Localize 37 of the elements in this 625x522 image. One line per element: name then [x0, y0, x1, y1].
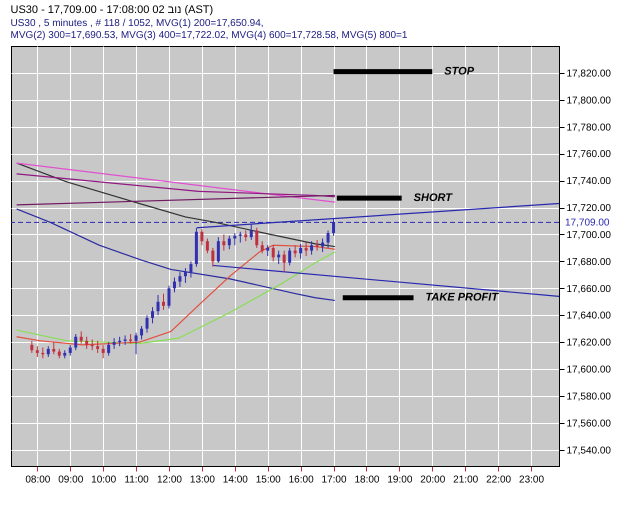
x-tick-label: 21:00 — [453, 474, 479, 486]
x-tick-label: 22:00 — [486, 474, 512, 486]
y-tick-label: 17,700.00 — [566, 230, 612, 241]
y-tick-label: 17,780.00 — [566, 122, 612, 134]
y-tick-label: 17,720.00 — [566, 203, 612, 214]
x-tick-label: 16:00 — [288, 474, 314, 486]
x-tick-label: 17:00 — [322, 474, 347, 486]
y-tick-label: 17,820.00 — [566, 68, 612, 80]
x-tick-label: 15:00 — [256, 474, 282, 486]
y-tick-label: 17,540.00 — [566, 445, 612, 456]
series-label: STOP — [444, 66, 475, 78]
chart-subtitle: US30 , 5 minutes , # 118 / 1052, MVG(1) 200=17,650.94, MVG(2) 300=17,690.53, MVG(3) 400=17,722.02, MVG(4) 600=17,728.58, MVG(5) 800=1 — [10, 18, 408, 41]
y-tick-label: 17,560.00 — [566, 418, 612, 430]
ref-line-label: 17,709.00 — [565, 217, 610, 228]
x-tick-label: 13:00 — [190, 474, 216, 486]
series-label: SHORT — [414, 192, 454, 204]
x-tick-label: 11:00 — [124, 474, 150, 486]
y-tick-label: 17,760.00 — [566, 149, 612, 160]
x-tick-label: 09:00 — [58, 474, 84, 486]
x-tick-label: 20:00 — [420, 474, 446, 486]
series-label: TAKE PROFIT — [426, 292, 500, 304]
x-tick-label: 23:00 — [519, 474, 544, 486]
y-tick-label: 17,660.00 — [566, 284, 612, 295]
x-tick-label: 10:00 — [91, 474, 117, 486]
y-tick-label: 17,580.00 — [566, 392, 612, 402]
y-tick-label: 17,680.00 — [566, 256, 612, 268]
y-tick-label: 17,620.00 — [566, 338, 612, 349]
y-tick-label: 17,600.00 — [566, 364, 612, 376]
x-tick-label: 18:00 — [354, 474, 380, 486]
chart-title: US30 - 17,709.00 - 17:08:00 02 נוב (AST) — [10, 4, 214, 16]
x-tick-label: 08:00 — [25, 474, 51, 486]
y-tick-label: 17,740.00 — [566, 176, 612, 188]
y-tick-label: 17,800.00 — [566, 95, 612, 106]
x-tick-label: 12:00 — [156, 474, 182, 486]
y-tick-label: 17,640.00 — [566, 310, 612, 322]
x-tick-label: 14:00 — [222, 474, 248, 486]
x-tick-label: 19:00 — [387, 474, 413, 486]
